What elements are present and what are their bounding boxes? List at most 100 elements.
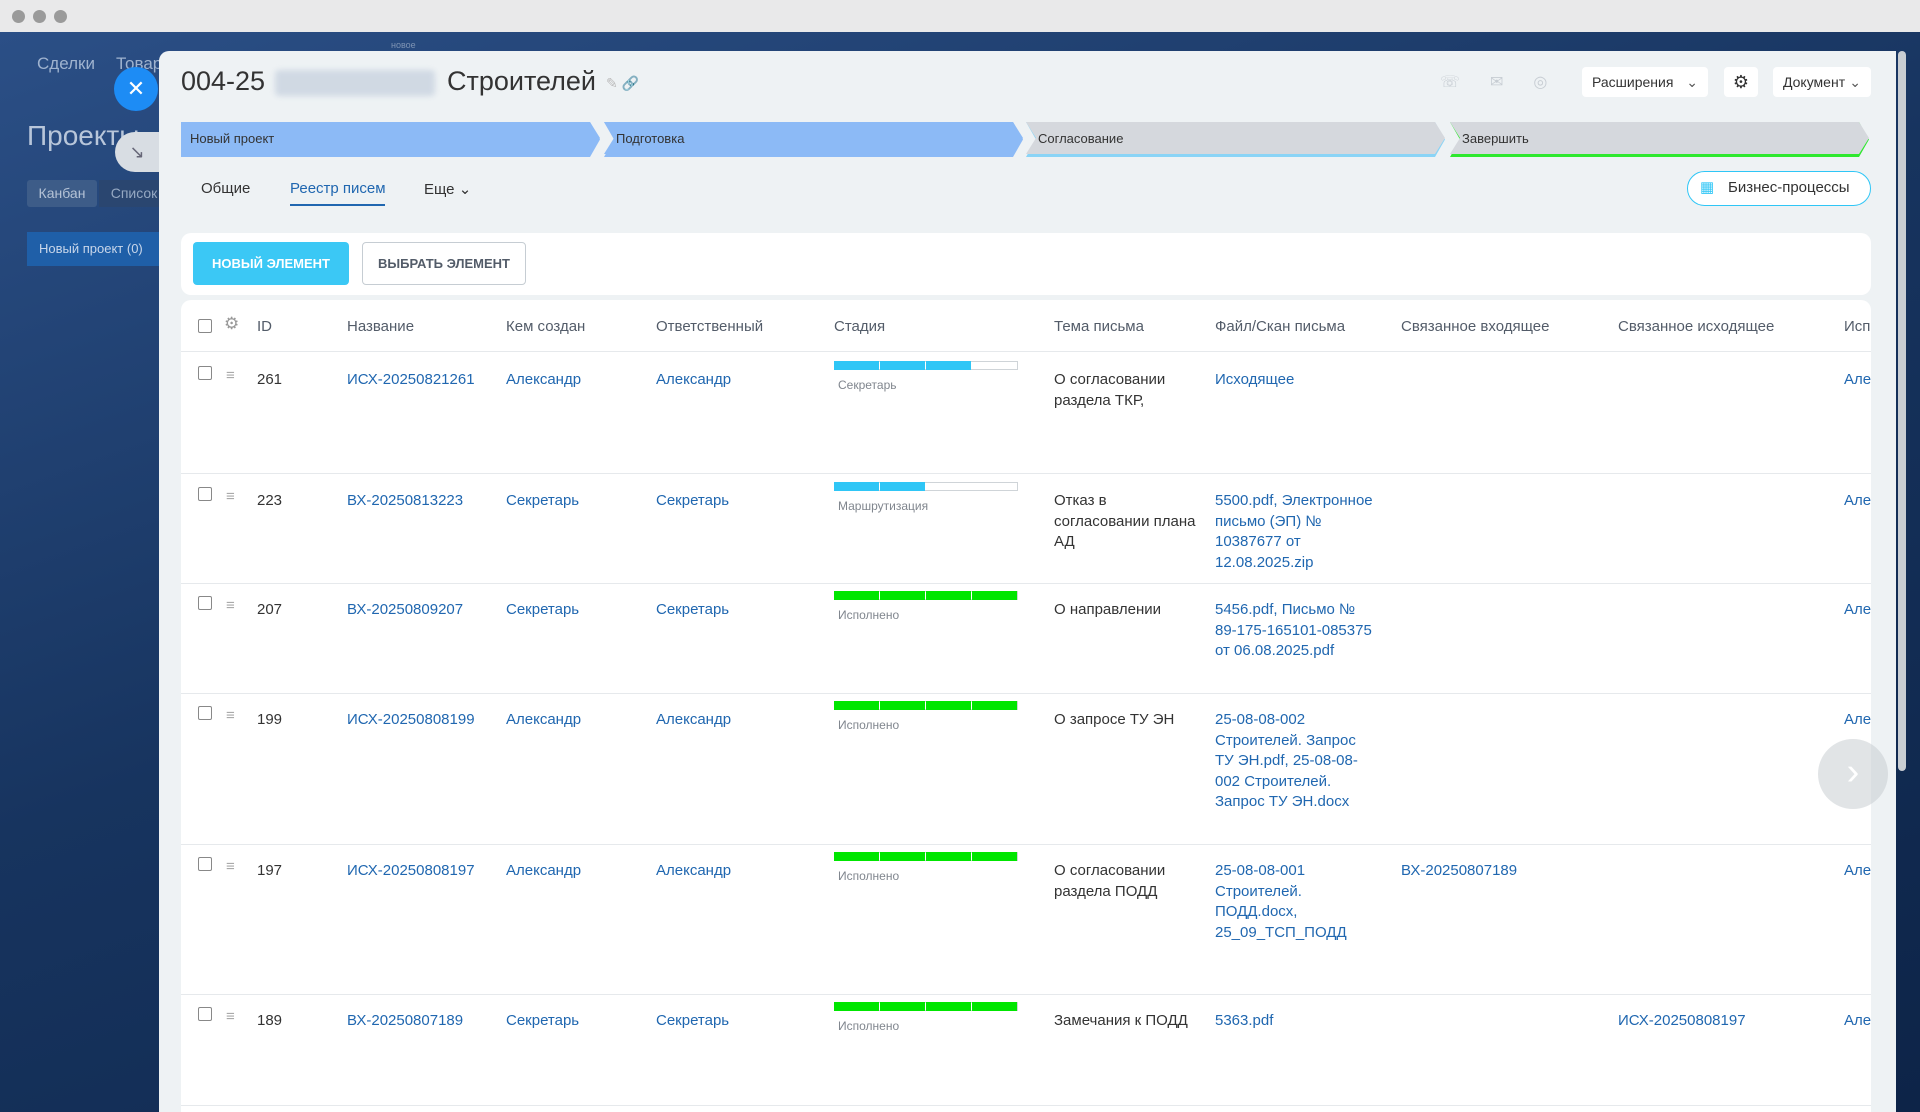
tab[interactable]: Еще ⌄ — [424, 181, 472, 198]
executor[interactable]: Алек — [1844, 601, 1871, 618]
view-tab[interactable]: Список — [99, 180, 169, 207]
row-checkbox[interactable] — [198, 366, 212, 380]
column-header[interactable]: Тема письма — [1054, 318, 1144, 335]
settings-button[interactable]: ⚙ — [1724, 67, 1758, 97]
select-element-button[interactable]: ВЫБРАТЬ ЭЛЕМЕНТ — [362, 242, 526, 285]
created-by[interactable]: Александр — [506, 711, 582, 728]
stage-progress — [972, 852, 1017, 861]
row-checkbox[interactable] — [198, 487, 212, 501]
document-button[interactable]: Документ ⌄ — [1773, 67, 1871, 97]
stage-progress — [834, 482, 879, 491]
topic: О запросе ТУ ЭН — [1054, 711, 1175, 728]
stage-progress — [880, 701, 925, 710]
executor[interactable]: Алек — [1844, 711, 1871, 728]
name[interactable]: ИСХ-20250808199 — [347, 711, 475, 728]
id: 189 — [257, 1012, 283, 1029]
column-header[interactable]: Ответственный — [656, 318, 764, 335]
created-by[interactable]: Александр — [506, 862, 582, 879]
outgoing[interactable]: ИСХ-20250808197 — [1618, 1012, 1746, 1029]
nav-item[interactable]: Сделки — [37, 54, 95, 73]
stage-progress — [926, 701, 971, 710]
column-header[interactable]: Название — [347, 318, 415, 335]
topic: О согласовании раздела ТКР, — [1054, 371, 1166, 409]
row-checkbox[interactable] — [198, 1007, 212, 1021]
column-header[interactable]: Файл/Скан письма — [1215, 318, 1346, 335]
files[interactable]: 25-08-08-001 Строителей. ПОДД.docx, 25_0… — [1215, 862, 1347, 941]
id: 199 — [257, 711, 283, 728]
drag-handle[interactable]: ≡ — [226, 597, 235, 614]
view-tab[interactable]: Канбан — [27, 180, 97, 207]
responsible[interactable]: Секретарь — [656, 492, 730, 509]
responsible[interactable]: Секретарь — [656, 1012, 730, 1029]
stage-fill — [181, 122, 600, 154]
scroll-next[interactable]: › — [1818, 739, 1888, 809]
id: 207 — [257, 601, 283, 618]
stage-progress — [972, 1002, 1017, 1011]
responsible[interactable]: Александр — [656, 711, 732, 728]
files[interactable]: 5500.pdf, Электронное письмо (ЭП) № 1038… — [1215, 492, 1373, 571]
stage-progress — [926, 852, 971, 861]
column-header[interactable]: Стадия — [834, 318, 886, 335]
drag-handle[interactable]: ≡ — [226, 1008, 235, 1025]
files[interactable]: 5363.pdf — [1215, 1012, 1274, 1029]
window-dot — [54, 10, 67, 23]
scrollbar[interactable] — [1898, 51, 1906, 771]
incoming[interactable]: ВХ-20250807189 — [1401, 862, 1518, 879]
topic: О направлении — [1054, 601, 1162, 618]
created-by[interactable]: Секретарь — [506, 601, 580, 618]
drag-handle[interactable]: ≡ — [226, 367, 235, 384]
row-checkbox[interactable] — [198, 857, 212, 871]
new-element-button[interactable]: НОВЫЙ ЭЛЕМЕНТ — [193, 242, 349, 285]
executor[interactable]: Алек — [1844, 1012, 1871, 1029]
drag-handle[interactable]: ≡ — [226, 858, 235, 875]
responsible[interactable]: Александр — [656, 371, 732, 388]
edit-icon[interactable]: ✎ 🔗 — [606, 75, 640, 91]
executor[interactable]: Алек — [1844, 862, 1871, 879]
business-process-button[interactable]: ▦ Бизнес-процессы — [1687, 171, 1871, 206]
responsible[interactable]: Александр — [656, 862, 732, 879]
title-name: Строителей — [447, 66, 597, 96]
tab[interactable]: Общие — [201, 180, 251, 197]
tab[interactable]: Реестр писем — [290, 180, 386, 197]
row-separator — [181, 994, 1871, 995]
name[interactable]: ИСХ-20250821261 — [347, 371, 475, 388]
drag-handle[interactable]: ≡ — [226, 488, 235, 505]
created-by[interactable]: Александр — [506, 371, 582, 388]
stage-fill — [1450, 122, 1869, 154]
drag-handle[interactable]: ≡ — [226, 707, 235, 724]
name[interactable]: ВХ-20250809207 — [347, 601, 464, 618]
column-header[interactable]: Связанное входящее — [1401, 318, 1550, 335]
close-button[interactable]: ✕ — [114, 67, 158, 111]
stage-progress — [834, 852, 879, 861]
files[interactable]: 5456.pdf, Письмо № 89-175-165101-085375 … — [1215, 601, 1372, 659]
created-by[interactable]: Секретарь — [506, 492, 580, 509]
row-separator — [181, 844, 1871, 845]
responsible[interactable]: Секретарь — [656, 601, 730, 618]
executor[interactable]: Алек — [1844, 492, 1871, 509]
created-by[interactable]: Секретарь — [506, 1012, 580, 1029]
row-checkbox[interactable] — [198, 706, 212, 720]
extensions-button[interactable]: Расширения ⌄ — [1582, 67, 1708, 97]
column-header[interactable]: ID — [257, 318, 272, 335]
header-checkbox[interactable] — [198, 319, 212, 333]
stage-fill — [1026, 122, 1445, 154]
column-header[interactable]: Кем создан — [506, 318, 586, 335]
name[interactable]: ВХ-20250813223 — [347, 492, 464, 509]
column-header[interactable]: Связанное исходящее — [1618, 318, 1775, 335]
contact-icons[interactable]: ☏✉◎ — [1440, 74, 1578, 91]
stage-name: Исполнено — [838, 718, 900, 732]
row-checkbox[interactable] — [198, 596, 212, 610]
name[interactable]: ИСХ-20250808197 — [347, 862, 475, 879]
stage-progress — [880, 1002, 925, 1011]
collapse-button[interactable]: ↘ — [115, 132, 159, 172]
column-header[interactable]: Исп — [1844, 318, 1871, 335]
stage-name: Исполнено — [838, 1019, 900, 1033]
name[interactable]: ВХ-20250807189 — [347, 1012, 464, 1029]
executor[interactable]: Алек — [1844, 371, 1871, 388]
files[interactable]: 25-08-08-002 Строителей. Запрос ТУ ЭН.pd… — [1215, 711, 1358, 810]
files[interactable]: Исходящее — [1215, 371, 1295, 388]
stage-name: Секретарь — [838, 378, 897, 392]
stage-progress — [834, 361, 879, 370]
stage-progress — [926, 361, 971, 370]
stage-progress — [972, 591, 1017, 600]
